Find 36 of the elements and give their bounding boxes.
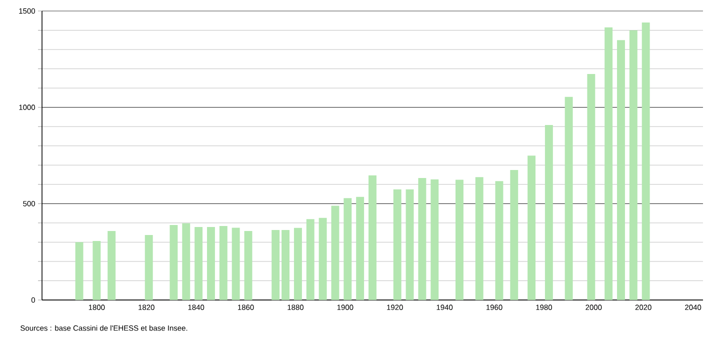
- bar: [418, 178, 426, 300]
- bar: [219, 226, 228, 300]
- bar: [318, 218, 327, 300]
- bar: [244, 231, 252, 300]
- bar: [331, 206, 340, 300]
- bar: [393, 189, 402, 300]
- bar: [510, 170, 518, 300]
- bar: [642, 22, 650, 300]
- bar: [232, 228, 240, 300]
- bar: [306, 219, 314, 300]
- bar: [170, 225, 178, 300]
- bar: [182, 223, 190, 300]
- bar: [207, 226, 215, 300]
- bar: [194, 226, 203, 300]
- bar: [430, 179, 439, 300]
- bar: [604, 27, 613, 300]
- bar: [495, 181, 504, 300]
- bar: [368, 175, 376, 300]
- bar: [629, 30, 638, 300]
- bar: [92, 241, 101, 300]
- bar: [544, 125, 553, 300]
- bar: [344, 198, 352, 300]
- bar: [282, 230, 290, 300]
- bar: [475, 177, 484, 300]
- bar: [406, 189, 414, 300]
- bar: [564, 96, 573, 300]
- bar: [528, 156, 536, 300]
- bar: [617, 40, 625, 300]
- bar: [294, 228, 302, 300]
- bar: [144, 235, 153, 300]
- bar: [356, 196, 364, 300]
- bar: [75, 242, 84, 300]
- bar: [587, 74, 596, 300]
- bar: [272, 230, 280, 300]
- bar: [455, 180, 464, 300]
- bar: [108, 231, 116, 300]
